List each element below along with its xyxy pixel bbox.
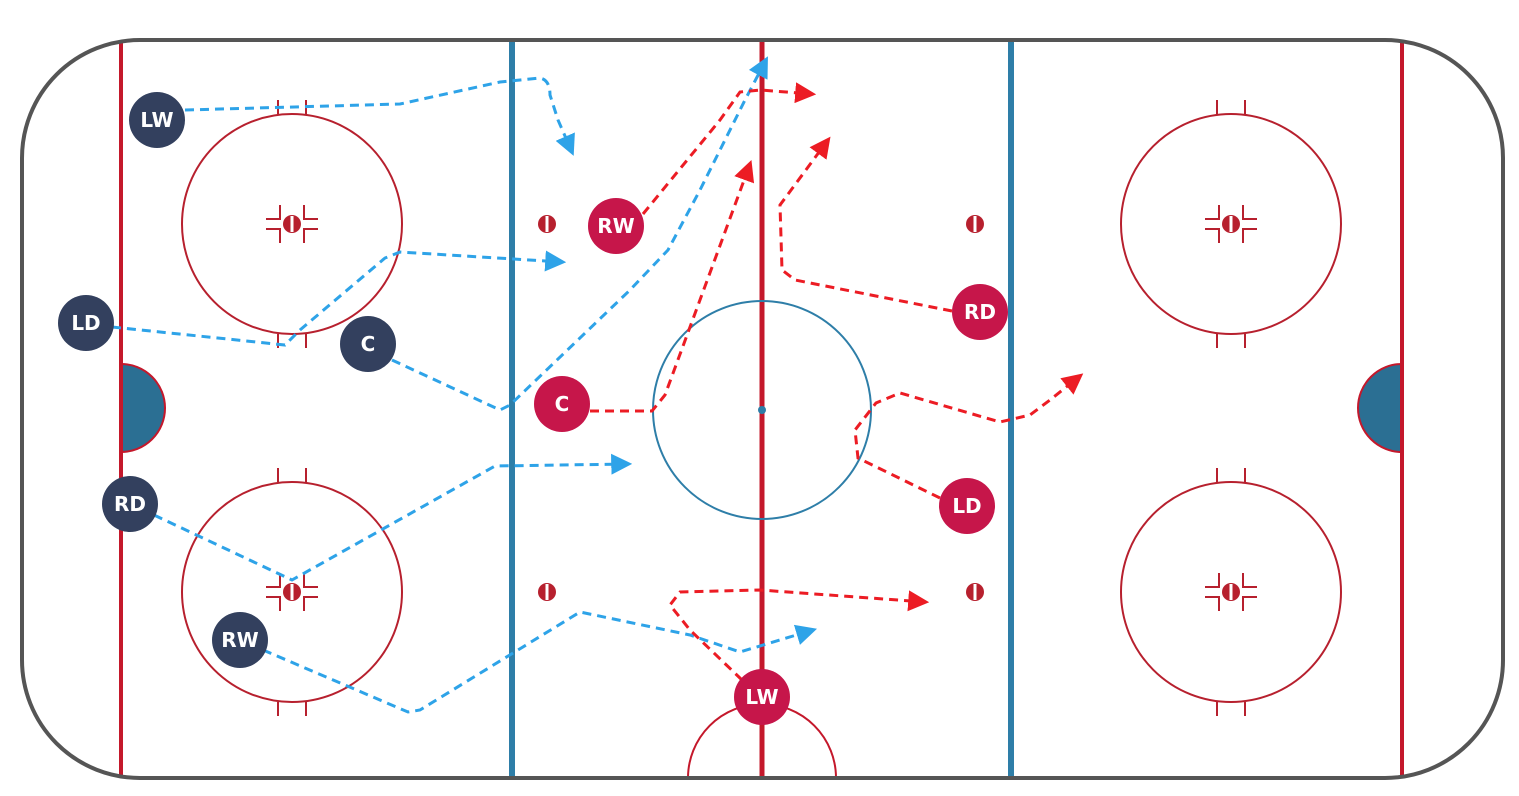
player-label: LW [140, 108, 173, 132]
faceoff-dot [1222, 215, 1240, 233]
neutral-faceoff-dot [538, 583, 556, 601]
player-label: LW [745, 685, 778, 709]
player-dark-rw[interactable]: RW [212, 612, 268, 668]
player-dark-lw[interactable]: LW [129, 92, 185, 148]
player-label: RD [964, 300, 996, 324]
faceoff-dot [1222, 583, 1240, 601]
player-label: LD [71, 311, 100, 335]
player-label: RW [597, 214, 634, 238]
neutral-faceoff-dot [966, 583, 984, 601]
faceoff-dot [283, 583, 301, 601]
player-dark-ld[interactable]: LD [58, 295, 114, 351]
player-red-lw[interactable]: LW [734, 669, 790, 725]
player-red-rw[interactable]: RW [588, 198, 644, 254]
player-label: C [361, 332, 376, 356]
player-label: RD [114, 492, 146, 516]
player-red-ld[interactable]: LD [939, 478, 995, 534]
player-label: LD [952, 494, 981, 518]
player-label: C [555, 392, 570, 416]
player-label: RW [221, 628, 258, 652]
faceoff-dot [283, 215, 301, 233]
player-red-rd[interactable]: RD [952, 284, 1008, 340]
player-red-c[interactable]: C [534, 376, 590, 432]
player-dark-c[interactable]: C [340, 316, 396, 372]
neutral-faceoff-dot [538, 215, 556, 233]
neutral-faceoff-dot [966, 215, 984, 233]
player-dark-rd[interactable]: RD [102, 476, 158, 532]
center-faceoff-dot [758, 406, 766, 414]
